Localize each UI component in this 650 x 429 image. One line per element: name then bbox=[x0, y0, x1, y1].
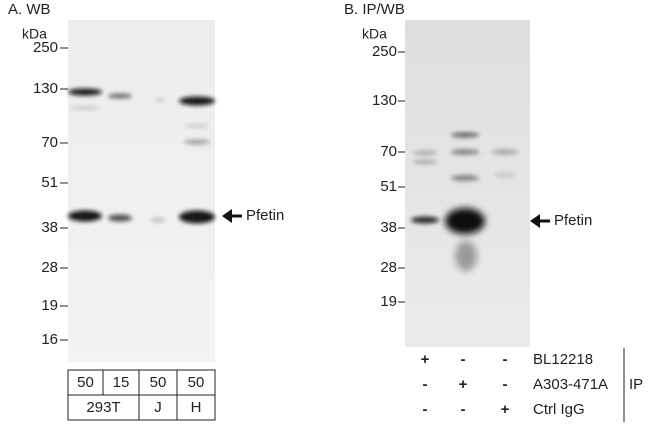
band bbox=[68, 210, 102, 222]
marker-label: 38 bbox=[41, 219, 58, 236]
marker-label: 130 bbox=[372, 92, 397, 109]
arrow-head bbox=[530, 214, 540, 228]
ip-sign: - bbox=[423, 401, 428, 418]
marker-label: 28 bbox=[41, 259, 58, 276]
band bbox=[413, 160, 437, 164]
ip-sign: - bbox=[503, 376, 508, 393]
band bbox=[455, 241, 477, 271]
blot-b bbox=[405, 20, 530, 347]
band bbox=[179, 96, 215, 106]
ip-sign: - bbox=[423, 376, 428, 393]
band bbox=[68, 88, 102, 96]
ip-row-label: Ctrl IgG bbox=[533, 401, 585, 418]
panel-b-unit: kDa bbox=[362, 26, 387, 42]
marker-label: 250 bbox=[33, 39, 58, 56]
band bbox=[411, 216, 439, 224]
blot-a bbox=[68, 20, 215, 362]
load-label: 15 bbox=[113, 374, 130, 391]
marker-label: 130 bbox=[33, 80, 58, 97]
band bbox=[179, 210, 215, 224]
band bbox=[492, 149, 518, 155]
load-label: 50 bbox=[77, 374, 94, 391]
ip-sign: + bbox=[421, 351, 430, 368]
band bbox=[70, 106, 100, 110]
ip-sign: - bbox=[461, 351, 466, 368]
band bbox=[413, 151, 437, 155]
band bbox=[108, 93, 132, 99]
band bbox=[445, 208, 485, 234]
band bbox=[155, 98, 165, 102]
band bbox=[184, 139, 210, 145]
panel-b-title: B. IP/WB bbox=[344, 1, 405, 18]
marker-label: 38 bbox=[380, 219, 397, 236]
ip-sign: + bbox=[459, 376, 468, 393]
cell-line-label: 293T bbox=[86, 399, 120, 416]
arrow-head bbox=[222, 209, 232, 223]
marker-label: 19 bbox=[41, 297, 58, 314]
band bbox=[451, 175, 479, 181]
load-label: 50 bbox=[188, 374, 205, 391]
marker-label: 70 bbox=[380, 143, 397, 160]
ip-sign: - bbox=[503, 351, 508, 368]
band bbox=[451, 132, 479, 138]
cell-line-label: H bbox=[191, 399, 202, 416]
band bbox=[108, 214, 132, 222]
band bbox=[494, 173, 516, 177]
band bbox=[185, 124, 209, 128]
marker-label: 70 bbox=[41, 134, 58, 151]
marker-label: 19 bbox=[380, 293, 397, 310]
arrow-label: Pfetin bbox=[554, 212, 592, 229]
ip-label: IP bbox=[629, 376, 643, 393]
panel-a-title: A. WB bbox=[8, 1, 51, 18]
panel-a-unit: kDa bbox=[22, 26, 47, 42]
ip-sign: - bbox=[461, 401, 466, 418]
marker-label: 51 bbox=[380, 178, 397, 195]
band bbox=[451, 149, 479, 155]
arrow-label: Pfetin bbox=[246, 207, 284, 224]
ip-row-label: A303-471A bbox=[533, 376, 608, 393]
load-label: 50 bbox=[150, 374, 167, 391]
ip-row-label: BL12218 bbox=[533, 351, 593, 368]
marker-label: 16 bbox=[41, 331, 58, 348]
cell-line-label: J bbox=[154, 399, 162, 416]
marker-label: 51 bbox=[41, 174, 58, 191]
marker-label: 28 bbox=[380, 259, 397, 276]
ip-sign: + bbox=[501, 401, 510, 418]
band bbox=[151, 218, 165, 222]
marker-label: 250 bbox=[372, 43, 397, 60]
